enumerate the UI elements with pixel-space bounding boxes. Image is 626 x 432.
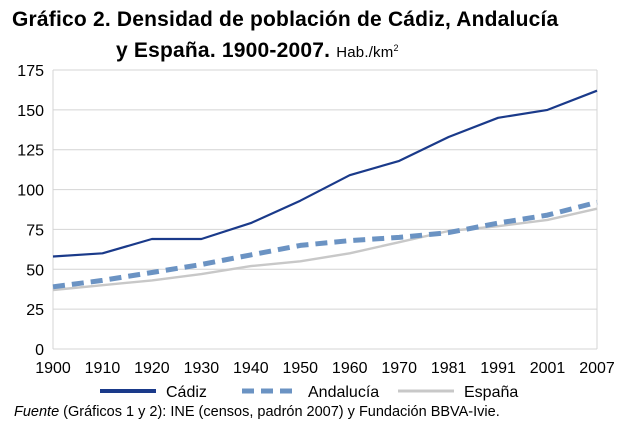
legend: Cádiz Andalucía España — [100, 384, 518, 401]
x-axis-ticks: 1900 1910 1920 1930 1940 1950 1960 1970 1981 1991… — [35, 360, 615, 377]
y-tick-label: 25 — [26, 302, 44, 319]
source-note: Fuente (Gráficos 1 y 2): INE (censos, pa… — [14, 404, 500, 420]
legend-label: Andalucía — [308, 384, 379, 401]
x-tick-label: 1930 — [184, 360, 220, 377]
y-tick-label: 150 — [17, 103, 44, 120]
legend-label: España — [464, 384, 518, 401]
y-tick-label: 175 — [17, 63, 44, 80]
title-unit-superscript: 2 — [393, 43, 399, 53]
x-tick-label: 2001 — [530, 360, 566, 377]
title-unit-text: Hab./km — [336, 44, 394, 61]
legend-label: Cádiz — [166, 384, 207, 401]
x-tick-label: 1920 — [134, 360, 170, 377]
source-label: Fuente — [14, 404, 60, 420]
source-text: (Gráficos 1 y 2): INE (censos, padrón 20… — [59, 404, 500, 420]
series-line-andalucía — [52, 199, 598, 290]
title-line-1: Gráfico 2. Densidad de población de Cádi… — [12, 8, 559, 31]
title-unit: Hab./km2 — [336, 43, 399, 61]
chart-title: Gráfico 2. Densidad de población de Cádi… — [12, 6, 612, 67]
x-tick-label: 1991 — [480, 360, 516, 377]
gridlines — [52, 69, 598, 350]
x-tick-label: 1981 — [431, 360, 467, 377]
y-tick-label: 100 — [17, 183, 44, 200]
title-line-2: y España. 1900-2007. Hab./km2 — [12, 34, 612, 67]
y-tick-label: 50 — [26, 262, 44, 279]
x-tick-label: 1970 — [381, 360, 417, 377]
x-tick-label: 1900 — [35, 360, 71, 377]
y-tick-label: 75 — [26, 222, 44, 239]
x-tick-label: 2007 — [579, 360, 615, 377]
series-line-cádiz — [52, 89, 598, 258]
y-axis-ticks: 0 25 50 75 100 125 150 175 — [17, 63, 44, 359]
x-tick-label: 1950 — [282, 360, 318, 377]
y-tick-label: 0 — [35, 342, 44, 359]
y-tick-label: 125 — [17, 143, 44, 160]
x-tick-label: 1960 — [332, 360, 368, 377]
title-line-2-text: y España. 1900-2007. — [116, 39, 331, 62]
series-line-españa — [52, 207, 598, 292]
x-tick-label: 1910 — [85, 360, 121, 377]
x-tick-label: 1940 — [233, 360, 269, 377]
series-lines — [52, 89, 598, 292]
